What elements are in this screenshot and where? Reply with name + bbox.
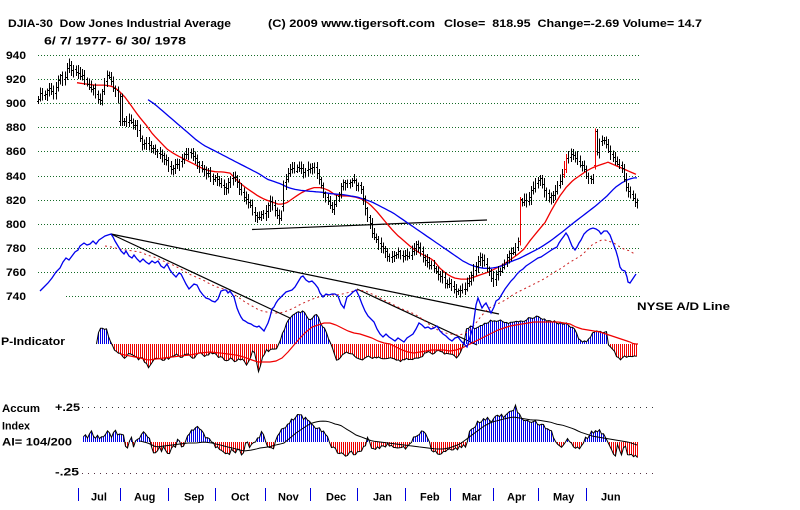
svg-text:-.25: -.25 — [55, 467, 79, 479]
svg-text:Close= 818.95 Change=-2.69 V: Close= 818.95 Change=-2.69 Volume= 14.7 — [444, 18, 702, 30]
svg-text:840: 840 — [6, 171, 26, 183]
svg-text:860: 860 — [6, 146, 26, 158]
svg-text:P-Indicator: P-Indicator — [1, 336, 66, 348]
svg-text:DJIA-30 Dow Jones Industrial: DJIA-30 Dow Jones Industrial Average — [8, 18, 231, 30]
svg-text:800: 800 — [6, 219, 26, 231]
svg-text:+.25: +.25 — [55, 402, 80, 414]
svg-text:Index: Index — [2, 421, 31, 433]
svg-text:920: 920 — [6, 74, 26, 86]
svg-text:6/ 7/ 1977- 6/ 30/ 1978: 6/ 7/ 1977- 6/ 30/ 1978 — [44, 36, 186, 48]
svg-text:Aug: Aug — [134, 492, 155, 504]
svg-text:Jun: Jun — [601, 492, 621, 504]
svg-text:900: 900 — [6, 98, 26, 110]
svg-text:Mar: Mar — [462, 492, 482, 504]
svg-text:(C) 2009 www.tigersoft.com: (C) 2009 www.tigersoft.com — [268, 18, 435, 30]
svg-text:Feb: Feb — [420, 492, 440, 504]
svg-text:Jan: Jan — [373, 492, 392, 504]
svg-text:Accum: Accum — [2, 403, 40, 415]
svg-text:760: 760 — [6, 267, 26, 279]
svg-text:880: 880 — [6, 122, 26, 134]
svg-text:May: May — [553, 492, 575, 504]
svg-text:AI= 104/200: AI= 104/200 — [2, 437, 72, 449]
svg-text:Apr: Apr — [507, 492, 527, 504]
svg-text:780: 780 — [6, 243, 26, 255]
svg-text:Jul: Jul — [91, 492, 107, 504]
svg-text:Dec: Dec — [326, 492, 346, 504]
svg-text:940: 940 — [6, 50, 26, 62]
svg-text:Sep: Sep — [184, 492, 204, 504]
svg-text:Oct: Oct — [231, 492, 250, 504]
svg-text:740: 740 — [6, 291, 26, 303]
svg-text:NYSE A/D Line: NYSE A/D Line — [637, 301, 730, 313]
svg-text:820: 820 — [6, 195, 26, 207]
svg-text:Nov: Nov — [278, 492, 300, 504]
